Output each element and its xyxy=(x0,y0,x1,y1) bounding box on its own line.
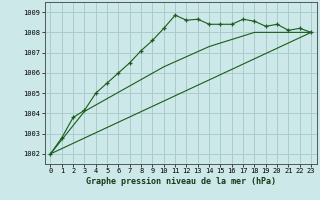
X-axis label: Graphe pression niveau de la mer (hPa): Graphe pression niveau de la mer (hPa) xyxy=(86,177,276,186)
